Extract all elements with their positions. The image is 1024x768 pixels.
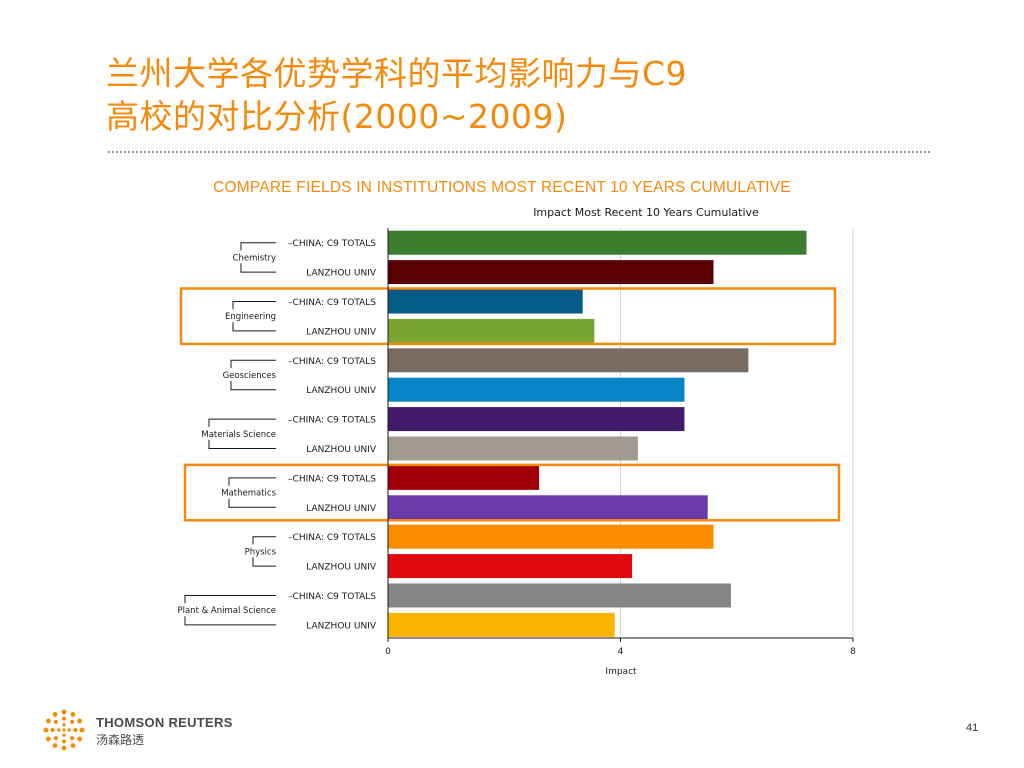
bar bbox=[388, 377, 685, 402]
bar-label: LANZHOU UNIV bbox=[306, 327, 377, 337]
bar-label: LANZHOU UNIV bbox=[306, 621, 377, 631]
bar-label: LANZHOU UNIV bbox=[306, 386, 377, 396]
slide-title-line-1: 兰州大学各优势学科的平均影响力与C9 bbox=[106, 54, 688, 93]
bar-label: –CHINA: C9 TOTALS bbox=[288, 298, 376, 308]
bar bbox=[388, 348, 749, 373]
field-bracket bbox=[232, 322, 276, 332]
field-bracket bbox=[240, 263, 276, 273]
bar bbox=[388, 230, 807, 255]
bar bbox=[388, 289, 583, 314]
chart-title: Impact Most Recent 10 Years Cumulative bbox=[533, 206, 759, 219]
bar-label: LANZHOU UNIV bbox=[306, 269, 377, 279]
field-label: Chemistry bbox=[233, 253, 276, 263]
field-label: Engineering bbox=[225, 312, 276, 322]
field-label: Mathematics bbox=[221, 489, 276, 499]
field-label: Physics bbox=[245, 547, 277, 557]
field-bracket bbox=[184, 595, 276, 604]
field-bracket bbox=[184, 616, 276, 626]
field-bracket bbox=[252, 536, 276, 545]
thomson-reuters-logo: THOMSON REUTERS 汤森路透 bbox=[42, 708, 252, 752]
title-divider bbox=[108, 151, 930, 153]
x-tick-label: 0 bbox=[385, 647, 391, 657]
field-bracket bbox=[228, 498, 276, 508]
bar-label: –CHINA: C9 TOTALS bbox=[288, 416, 376, 426]
field-bracket bbox=[230, 381, 276, 391]
brand-name: THOMSON REUTERS bbox=[96, 715, 233, 730]
x-tick-label: 8 bbox=[850, 647, 856, 657]
field-bracket bbox=[228, 477, 276, 486]
highlight-box bbox=[179, 287, 837, 346]
field-bracket bbox=[240, 242, 276, 251]
bar bbox=[388, 436, 638, 461]
chart-heading: COMPARE FIELDS IN INSTITUTIONS MOST RECE… bbox=[213, 179, 791, 196]
field-bracket bbox=[208, 418, 276, 427]
page-number: 41 bbox=[966, 722, 979, 734]
field-label: Materials Science bbox=[201, 430, 276, 440]
bar-label: –CHINA: C9 TOTALS bbox=[288, 592, 376, 602]
brand-name-chinese: 汤森路透 bbox=[96, 733, 145, 747]
bar bbox=[388, 524, 714, 549]
field-bracket bbox=[208, 439, 276, 449]
highlight-box bbox=[183, 463, 841, 522]
bar bbox=[388, 583, 731, 608]
bar bbox=[388, 554, 633, 579]
field-label: Geosciences bbox=[223, 371, 277, 381]
x-axis-label: Impact bbox=[605, 667, 637, 677]
bar bbox=[388, 612, 615, 637]
slide-title-line-2: 高校的对比分析(2000~2009) bbox=[106, 97, 568, 136]
bar-label: –CHINA: C9 TOTALS bbox=[288, 357, 376, 367]
bar bbox=[388, 318, 595, 343]
bar bbox=[388, 465, 540, 490]
field-bracket bbox=[252, 557, 276, 567]
bar bbox=[388, 260, 714, 285]
x-tick-label: 4 bbox=[618, 647, 624, 657]
field-bracket bbox=[230, 359, 276, 368]
slide-title: 兰州大学各优势学科的平均影响力与C9 高校的对比分析(2000~2009) bbox=[106, 52, 906, 138]
bar-label: LANZHOU UNIV bbox=[306, 563, 377, 573]
bar-label: LANZHOU UNIV bbox=[306, 445, 377, 455]
bar bbox=[388, 495, 708, 520]
bar-label: LANZHOU UNIV bbox=[306, 504, 377, 514]
bar-label: –CHINA: C9 TOTALS bbox=[288, 474, 376, 484]
field-label: Plant & Animal Science bbox=[177, 606, 276, 616]
impact-bar-chart: Impact Most Recent 10 Years Cumulative –C… bbox=[177, 206, 856, 677]
bar-label: –CHINA: C9 TOTALS bbox=[288, 533, 376, 543]
bar-label: –CHINA: C9 TOTALS bbox=[288, 239, 376, 249]
field-bracket bbox=[232, 301, 276, 310]
bar bbox=[388, 407, 685, 432]
thomson-reuters-logo-icon bbox=[43, 709, 85, 751]
